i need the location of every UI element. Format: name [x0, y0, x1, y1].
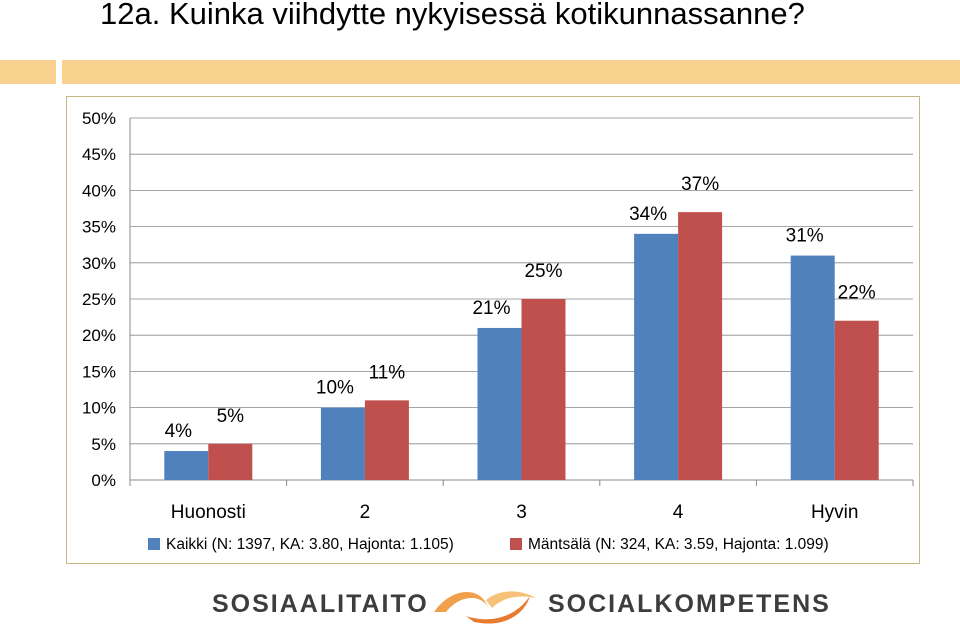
- brand-logo-icon: [434, 591, 536, 624]
- bar: [678, 212, 723, 480]
- brand-text-left: SOSIAALITAITO: [212, 590, 429, 618]
- decor-stripe-small: [0, 60, 56, 84]
- y-tick-label: 10%: [82, 399, 116, 418]
- y-tick-label: 0%: [91, 471, 116, 490]
- y-tick-label: 50%: [82, 109, 116, 128]
- data-label: 34%: [629, 204, 667, 225]
- bar: [164, 451, 209, 480]
- bar: [790, 255, 835, 480]
- y-tick-label: 45%: [82, 145, 116, 164]
- decor-stripe: [62, 60, 960, 84]
- y-tick-label: 20%: [82, 326, 116, 345]
- data-label: 5%: [217, 406, 245, 427]
- x-tick-label: Hyvin: [811, 502, 859, 523]
- legend-label: Kaikki (N: 1397, KA: 3.80, Hajonta: 1.10…: [166, 536, 454, 553]
- bar: [320, 407, 365, 480]
- y-tick-label: 40%: [82, 181, 116, 200]
- legend-label: Mäntsälä (N: 324, KA: 3.59, Hajonta: 1.0…: [528, 536, 829, 553]
- bar: [521, 299, 566, 480]
- y-tick-label: 15%: [82, 362, 116, 381]
- data-label: 31%: [786, 226, 824, 247]
- bar: [834, 320, 879, 480]
- y-tick-label: 30%: [82, 254, 116, 273]
- data-label: 37%: [681, 174, 719, 195]
- data-label: 21%: [472, 298, 510, 319]
- x-tick-label: 4: [673, 502, 684, 523]
- legend-swatch: [510, 538, 522, 550]
- data-label: 4%: [165, 421, 193, 442]
- brand-text-right: SOCIALKOMPETENS: [548, 590, 831, 618]
- x-tick-label: 3: [516, 502, 527, 523]
- x-tick-label: 2: [360, 502, 371, 523]
- bar: [634, 233, 679, 480]
- chart-frame: [66, 96, 920, 564]
- data-label: 25%: [524, 261, 562, 282]
- bar-chart: 0%5%10%15%20%25%30%35%40%45%50%Huonosti4…: [82, 109, 914, 553]
- bar: [477, 327, 522, 480]
- bar: [208, 443, 253, 480]
- y-tick-label: 25%: [82, 290, 116, 309]
- y-tick-label: 35%: [82, 218, 116, 237]
- data-label: 11%: [369, 362, 406, 383]
- y-tick-label: 5%: [91, 435, 116, 454]
- data-label: 22%: [838, 283, 876, 304]
- bar: [364, 400, 409, 480]
- page-title: 12a. Kuinka viihdytte nykyisessä kotikun…: [100, 0, 805, 31]
- data-label: 10%: [316, 378, 354, 399]
- x-tick-label: Huonosti: [171, 502, 246, 523]
- legend-swatch: [148, 538, 160, 550]
